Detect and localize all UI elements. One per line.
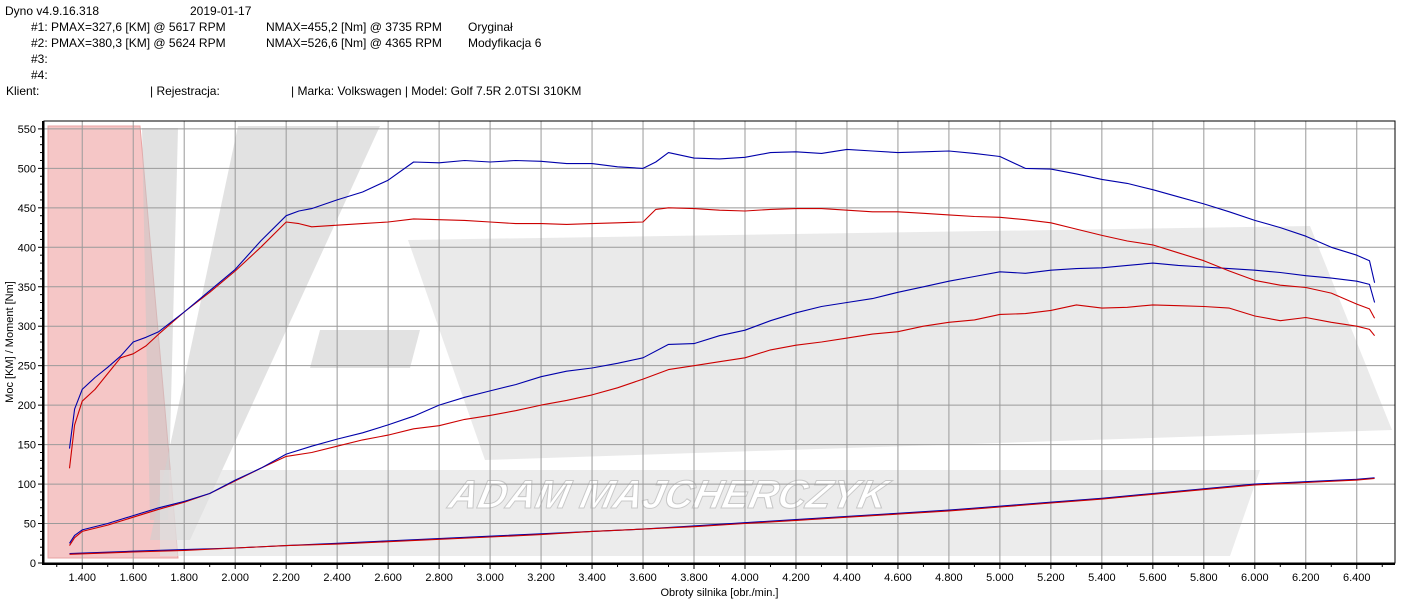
x-tick-label: 4.200 xyxy=(782,572,810,584)
registration-label: | Rejestracja: xyxy=(150,84,220,98)
y-axis-title: Moc [KM] / Moment [Nm] xyxy=(4,281,16,403)
x-tick-label: 4.800 xyxy=(935,572,963,584)
x-tick-label: 4.600 xyxy=(884,572,912,584)
y-tick-label: 500 xyxy=(18,163,36,175)
x-tick-label: 2.400 xyxy=(323,572,351,584)
x-tick-label: 5.800 xyxy=(1190,572,1218,584)
run-4-id: #4: xyxy=(31,68,48,82)
series-layer xyxy=(68,148,1376,555)
x-tick-label: 4.400 xyxy=(833,572,861,584)
x-tick-label: 4.000 xyxy=(731,572,759,584)
y-tick-label: 0 xyxy=(30,558,36,570)
x-tick-label: 6.400 xyxy=(1343,572,1371,584)
app-version: Dyno v4.9.16.318 xyxy=(5,4,100,18)
x-tick-label: 3.400 xyxy=(578,572,606,584)
vehicle-info: | Marka: Volkswagen | Model: Golf 7.5R 2… xyxy=(291,84,582,98)
run-1-label: Oryginał xyxy=(468,20,513,34)
x-tick-label: 5.600 xyxy=(1139,572,1167,584)
x-tick-label: 3.600 xyxy=(629,572,657,584)
y-axis-line xyxy=(42,121,44,565)
watermark-v-right-stroke xyxy=(150,126,380,540)
x-axis-line xyxy=(42,563,1395,565)
x-tick-label: 5.200 xyxy=(1037,572,1065,584)
x-tick-label: 5.000 xyxy=(986,572,1014,584)
watermark-dash xyxy=(310,330,420,368)
x-axis-title: Obroty silnika [obr./min.] xyxy=(661,587,779,599)
x-tick-label: 1.600 xyxy=(119,572,147,584)
series-run-1-torque-line xyxy=(68,207,1376,469)
series-run-1-loss-line xyxy=(69,477,1375,555)
y-tick-label: 300 xyxy=(18,321,36,333)
x-tick-label: 3.000 xyxy=(476,572,504,584)
x-tick-label: 1.800 xyxy=(170,572,198,584)
watermark-letters-band xyxy=(408,226,1392,460)
test-date: 2019-01-17 xyxy=(190,4,252,18)
x-tick-label: 3.800 xyxy=(680,572,708,584)
x-tick-label: 3.200 xyxy=(527,572,555,584)
x-tick-label: 6.200 xyxy=(1292,572,1320,584)
x-tick-label: 1.400 xyxy=(68,572,96,584)
axes-layer xyxy=(38,120,1396,569)
run-1-nmax: NMAX=455,2 [Nm] @ 3735 RPM xyxy=(266,20,442,34)
y-tick-label: 50 xyxy=(24,519,36,531)
y-tick-label: 100 xyxy=(18,479,36,491)
run-2-nmax: NMAX=526,6 [Nm] @ 4365 RPM xyxy=(266,36,442,50)
y-tick-label: 350 xyxy=(18,282,36,294)
x-tick-label: 6.000 xyxy=(1241,572,1269,584)
run-1-id: #1: xyxy=(31,20,48,34)
watermark-name: ADAM MAJCHERCZYK xyxy=(444,471,895,516)
y-tick-label: 450 xyxy=(18,203,36,215)
run-2-pmax: PMAX=380,3 [KM] @ 5624 RPM xyxy=(51,36,226,50)
watermark-underline-band xyxy=(160,470,1260,556)
x-tick-label: 2.200 xyxy=(272,572,300,584)
run-3-id: #3: xyxy=(31,52,48,66)
y-tick-label: 550 xyxy=(18,124,36,136)
y-tick-label: 250 xyxy=(18,361,36,373)
watermark-v-left-stroke xyxy=(142,128,178,520)
y-tick-label: 150 xyxy=(18,440,36,452)
series-run-2-power-line xyxy=(69,262,1376,544)
label-layer: 1.400 1.600 1.800 2.000 2.200 2.400 2.600 2.800… xyxy=(4,124,1371,599)
run-1-pmax: PMAX=327,6 [KM] @ 5617 RPM xyxy=(51,20,226,34)
x-tick-label: 5.400 xyxy=(1088,572,1116,584)
y-tick-label: 400 xyxy=(18,242,36,254)
series-run-2-torque-line xyxy=(68,148,1376,449)
y-tick-label: 200 xyxy=(18,400,36,412)
v-tuning-watermark-logo: ADAM MAJCHERCZYK xyxy=(47,125,1392,559)
run-2-id: #2: xyxy=(31,36,48,50)
x-tick-label: 2.600 xyxy=(374,572,402,584)
x-tick-label: 2.800 xyxy=(425,572,453,584)
run-2-label: Modyfikacja 6 xyxy=(468,36,542,50)
x-tick-label: 2.000 xyxy=(221,572,249,584)
client-label: Klient: xyxy=(6,84,40,98)
